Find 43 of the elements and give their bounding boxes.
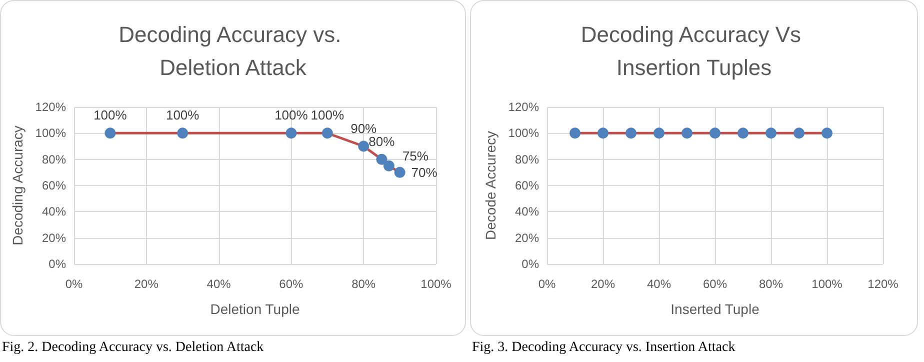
data-label: 100% (166, 108, 200, 123)
x-tick-label: 60% (279, 277, 304, 291)
y-tick-label: 60% (514, 178, 540, 192)
y-tick-label: 120% (35, 100, 66, 114)
x-axis-title: Deletion Tuple (210, 301, 300, 317)
caption: Fig. 2. Decoding Accuracy vs. Deletion Attack (2, 340, 264, 356)
y-tick-label: 0% (48, 257, 66, 271)
data-label: 100% (310, 108, 344, 123)
y-tick-label: 100% (508, 126, 540, 140)
caption: Fig. 3. Decoding Accuracy vs. Insertion Attack (472, 340, 736, 356)
data-label: 90% (350, 120, 378, 136)
y-tick-label: 80% (42, 152, 66, 166)
data-label: 100% (274, 108, 308, 123)
y-tick-label: 40% (514, 204, 540, 219)
y-tick-label: 120% (508, 100, 540, 114)
y-axis-title: Decoding Accuracy (9, 126, 26, 246)
y-tick-label: 40% (42, 204, 66, 219)
y-tick-label: 20% (514, 230, 540, 245)
y-tick-label: 0% (522, 257, 540, 271)
y-axis-title: Decode Accurecy (482, 131, 498, 240)
x-axis-title: Inserted Tuple (670, 301, 760, 317)
x-tick-label: 120% (868, 277, 899, 291)
x-tick-label: 40% (206, 277, 232, 291)
y-tick-label: 60% (42, 178, 66, 192)
x-tick-label: 60% (702, 277, 728, 291)
x-tick-label: 0% (538, 277, 556, 291)
y-tick-label: 80% (514, 152, 540, 166)
data-label: 100% (94, 108, 128, 123)
y-tick-label: 100% (35, 126, 66, 140)
x-tick-label: 100% (420, 277, 452, 291)
x-tick-label: 100% (812, 277, 843, 291)
x-tick-label: 80% (352, 277, 376, 291)
x-tick-label: 40% (646, 277, 672, 291)
data-label: 70% (411, 164, 438, 180)
x-tick-label: 0% (65, 277, 83, 291)
x-tick-label: 20% (134, 277, 159, 291)
x-tick-label: 80% (758, 277, 784, 291)
x-tick-label: 20% (590, 277, 616, 291)
chart-title: Decoding Accuracy vs. Deletion Attack (118, 22, 348, 80)
y-tick-label: 20% (42, 230, 66, 245)
chart-title: Decoding Accuracy Vs Insertion Tuples (580, 22, 808, 80)
data-label: 80% (368, 134, 396, 149)
data-label: 75% (402, 148, 429, 164)
